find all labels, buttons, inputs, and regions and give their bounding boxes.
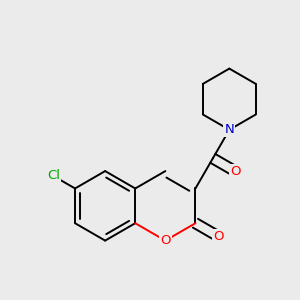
Text: Cl: Cl (47, 169, 60, 182)
Text: N: N (224, 123, 234, 136)
Text: O: O (230, 165, 241, 178)
Text: O: O (213, 230, 223, 243)
Text: O: O (160, 234, 171, 247)
